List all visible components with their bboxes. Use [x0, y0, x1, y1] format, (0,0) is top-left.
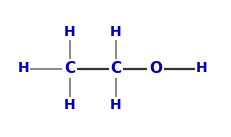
Text: H: H — [17, 62, 29, 75]
Text: H: H — [64, 99, 75, 112]
Text: H: H — [195, 62, 207, 75]
Text: O: O — [148, 61, 161, 76]
Text: H: H — [64, 25, 75, 38]
Text: C: C — [64, 61, 75, 76]
Text: H: H — [110, 99, 121, 112]
Text: C: C — [110, 61, 121, 76]
Text: H: H — [110, 25, 121, 38]
